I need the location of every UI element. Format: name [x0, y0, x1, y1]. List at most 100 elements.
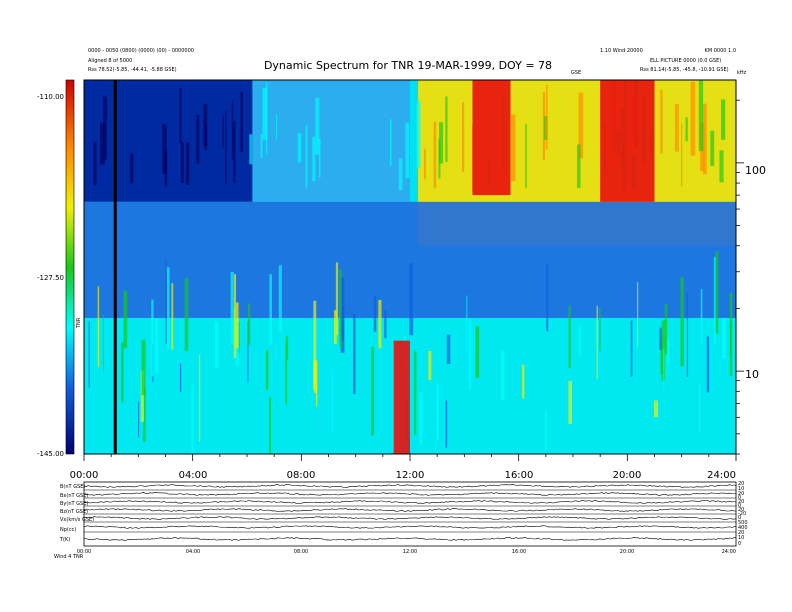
texture-stripe: [666, 338, 670, 364]
panel-x-0: 00:00: [77, 549, 91, 555]
texture-stripe: [100, 122, 105, 165]
texture-stripe: [500, 350, 505, 401]
spectrum-band-1: [252, 80, 410, 202]
panel-x-5: 20:00: [620, 549, 634, 555]
texture-stripe: [191, 385, 194, 454]
texture-stripe: [630, 320, 633, 377]
texture-stripe: [700, 289, 703, 344]
spectrum-burst-1: [600, 80, 655, 202]
texture-stripe: [233, 274, 237, 359]
texture-stripe: [686, 294, 689, 377]
texture-stripe: [462, 102, 465, 172]
spectrum-burst-0: [472, 80, 511, 196]
texture-stripe: [222, 115, 224, 148]
texture-stripe: [545, 84, 548, 150]
header-right-3: ELL PICTURE 0000 (0.0 GSE): [650, 58, 721, 64]
panel-label-vx: Vx(km/s GSE): [60, 517, 94, 523]
panel-rt-7: -20: [738, 511, 746, 517]
texture-stripe: [475, 326, 480, 378]
texture-stripe: [445, 400, 448, 448]
texture-stripe: [542, 91, 546, 160]
texture-stripe: [637, 282, 639, 348]
y-unit-label: kHz: [737, 70, 747, 76]
texture-stripe: [373, 295, 377, 332]
texture-stripe: [438, 139, 441, 179]
texture-stripe: [198, 354, 201, 442]
x-tick-0800: 08:00: [287, 470, 316, 481]
texture-stripe: [698, 80, 704, 152]
texture-stripe: [544, 115, 548, 141]
texture-stripe: [203, 104, 208, 147]
colorbar-tick-top: -110.00: [37, 93, 64, 101]
texture-stripe: [339, 269, 342, 348]
texture-stripe: [568, 381, 573, 424]
texture-stripe: [352, 314, 356, 395]
texture-stripe: [546, 263, 549, 332]
texture-stripe: [121, 342, 124, 403]
x-tick-1600: 16:00: [505, 470, 534, 481]
texture-stripe: [660, 89, 663, 154]
texture-stripe: [297, 133, 302, 163]
time-axis: 00:00 04:00 08:00 12:00 16:00 20:00 24:0…: [70, 454, 737, 481]
panel-trace-2: [83, 500, 737, 504]
texture-stripe: [341, 306, 345, 341]
texture-stripe: [285, 342, 288, 405]
texture-stripe: [545, 409, 548, 451]
panel-rt-2: 20: [738, 491, 744, 497]
texture-stripe: [664, 304, 668, 355]
header-left-2: Aligned 8 of 5000: [88, 58, 132, 64]
texture-stripe: [196, 114, 200, 164]
panel-rt-6: 20: [738, 507, 744, 513]
texture-stripe: [436, 382, 439, 441]
texture-stripe: [313, 300, 317, 390]
panel-rt-0: 20: [738, 481, 744, 487]
texture-stripe: [599, 307, 601, 351]
texture-stripe: [179, 88, 182, 143]
texture-stripe: [142, 387, 146, 442]
texture-stripe: [715, 251, 719, 334]
texture-stripe: [445, 96, 448, 163]
spectrum-bursts: [393, 80, 655, 454]
panel-trace-6: [83, 537, 736, 541]
panel-x-1: 04:00: [186, 549, 200, 555]
texture-stripe: [414, 351, 417, 435]
colorbar-label: TNR: [76, 317, 82, 329]
panel-trace-1: [83, 492, 737, 496]
chart-title: Dynamic Spectrum for TNR 19-MAR-1999, DO…: [264, 59, 552, 72]
texture-stripe: [165, 259, 167, 344]
panel-trace-0: [83, 484, 737, 488]
colorbar: [65, 79, 75, 455]
texture-stripe: [88, 321, 90, 388]
texture-stripe: [318, 138, 321, 178]
texture-stripe: [331, 370, 333, 433]
panel-label-bx: Bx(nT GSE): [60, 493, 88, 499]
texture-stripe: [230, 271, 234, 345]
panel-trace-3: [83, 508, 737, 512]
texture-stripe: [729, 322, 732, 356]
panel-rt-12: 10: [738, 535, 744, 541]
texture-stripe: [171, 283, 174, 350]
panel-time-ticks: 00:00 04:00 08:00 12:00 16:00 20:00 24:0…: [77, 549, 736, 555]
texture-stripe: [428, 350, 432, 381]
colorbar-tick-mid: -127.50: [37, 274, 64, 282]
texture-stripe: [269, 397, 272, 454]
texture-stripe: [659, 327, 662, 350]
panel-labels: B(nT GSE) Bx(nT GSE) By(nT GSE) Bz(nT GS…: [59, 484, 94, 543]
texture-stripe: [162, 124, 167, 174]
texture-stripe: [275, 114, 278, 140]
texture-stripe: [721, 317, 726, 359]
texture-stripe: [446, 334, 451, 365]
texture-stripe: [389, 119, 392, 167]
texture-stripe: [240, 91, 244, 152]
texture-stripe: [334, 310, 337, 345]
y-tick-100: 100: [745, 164, 766, 177]
texture-stripe: [706, 336, 710, 393]
texture-stripe: [123, 290, 128, 349]
texture-stripe: [510, 114, 516, 182]
texture-stripe: [721, 99, 726, 140]
texture-stripe: [103, 96, 107, 160]
texture-stripe: [225, 110, 227, 185]
x-tick-0400: 04:00: [179, 470, 208, 481]
texture-stripe: [439, 122, 444, 164]
panel-label-b: B(nT GSE): [60, 484, 85, 490]
